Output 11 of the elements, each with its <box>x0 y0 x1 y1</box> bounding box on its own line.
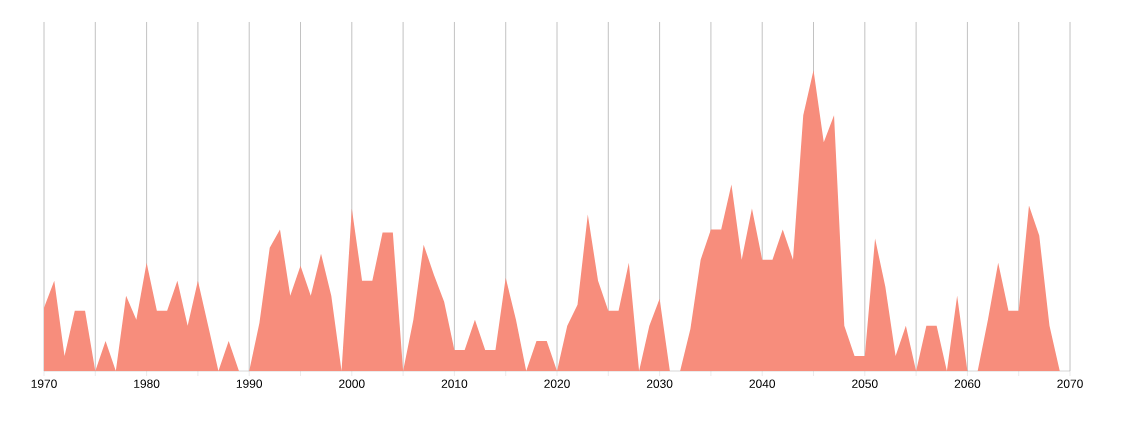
x-tick-label: 1990 <box>236 379 263 388</box>
x-tick-label: 1970 <box>31 379 57 388</box>
x-tick-label: 2060 <box>954 379 981 388</box>
x-tick-label: 2070 <box>1057 379 1083 388</box>
x-tick-label: 2040 <box>749 379 776 388</box>
x-tick-label: 2030 <box>646 379 673 388</box>
x-tick-label: 2010 <box>441 379 468 388</box>
x-tick-label: 2020 <box>544 379 570 388</box>
x-tick-label: 2050 <box>852 379 878 388</box>
x-tick-label: 2000 <box>339 379 365 388</box>
x-tick-label: 1980 <box>134 379 160 388</box>
